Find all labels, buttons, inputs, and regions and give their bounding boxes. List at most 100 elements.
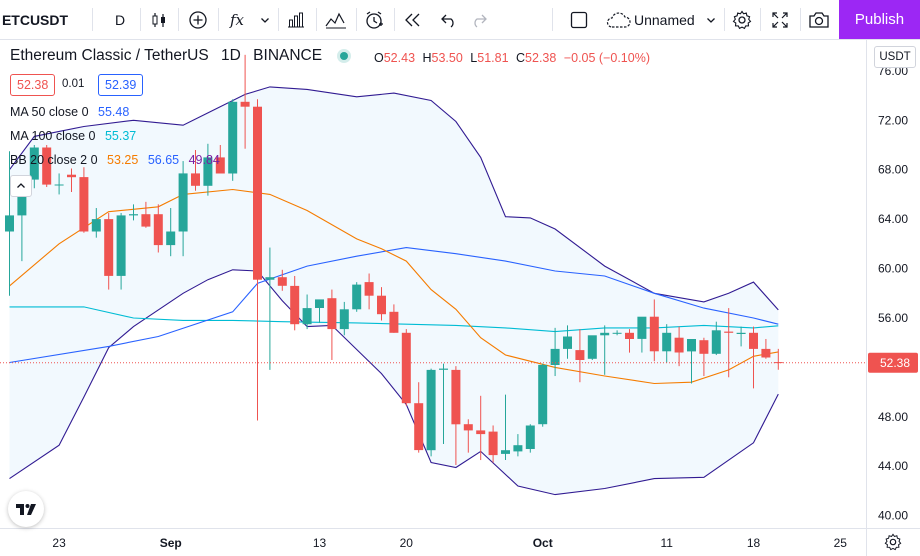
templates-icon[interactable] bbox=[322, 0, 350, 39]
bb-label: BB 20 close 2 0 bbox=[10, 153, 98, 167]
candle-body bbox=[17, 179, 27, 216]
candle-body bbox=[277, 277, 287, 286]
candle-body bbox=[290, 285, 300, 325]
indicators-button[interactable]: fx bbox=[229, 10, 244, 29]
candle bbox=[401, 329, 411, 406]
candle bbox=[116, 212, 126, 290]
candle bbox=[538, 363, 548, 427]
candle-body bbox=[662, 332, 672, 352]
settings-gear-icon[interactable] bbox=[729, 0, 755, 39]
indicators-dropdown-chevron-icon[interactable] bbox=[256, 0, 274, 39]
toolbar-divider bbox=[356, 8, 357, 31]
layout-dropdown-chevron-icon[interactable] bbox=[702, 0, 720, 39]
cloud-save-icon[interactable] bbox=[604, 0, 632, 39]
candle bbox=[501, 394, 510, 461]
chart-pane[interactable] bbox=[0, 40, 866, 528]
time-tick-label: 13 bbox=[313, 536, 327, 550]
candle-body bbox=[91, 219, 101, 232]
candle bbox=[104, 212, 114, 290]
buy-price-button[interactable]: 52.39 bbox=[98, 74, 144, 96]
candle-body bbox=[315, 299, 324, 308]
last-price-tag-label: 52.38 bbox=[880, 356, 910, 370]
axis-settings-gear-icon[interactable] bbox=[866, 528, 920, 556]
candle bbox=[773, 348, 783, 370]
candle bbox=[674, 326, 684, 367]
price-tick-label: 40.00 bbox=[878, 509, 908, 523]
candle bbox=[451, 366, 461, 465]
ma50-legend[interactable]: MA 50 close 0 55.48 bbox=[10, 105, 129, 119]
sell-price-button[interactable]: 52.38 bbox=[10, 74, 56, 96]
candle bbox=[67, 168, 76, 192]
price-chart[interactable]: 40.0044.0048.0052.0056.0060.0064.0068.00… bbox=[0, 40, 920, 556]
candle-body bbox=[414, 403, 424, 451]
currency-label[interactable]: USDT bbox=[874, 46, 916, 68]
chart-type-candles-icon[interactable] bbox=[146, 0, 172, 39]
time-tick-label: 20 bbox=[400, 536, 414, 550]
collapse-legend-chevron-up-icon[interactable] bbox=[10, 175, 32, 197]
price-scale[interactable]: 40.0044.0048.0052.0056.0060.0064.0068.00… bbox=[0, 40, 920, 556]
candle-body bbox=[302, 308, 312, 325]
candle bbox=[575, 329, 585, 383]
candle bbox=[389, 304, 399, 333]
undo-arrow-icon[interactable] bbox=[436, 0, 462, 39]
candle bbox=[191, 149, 200, 191]
alert-clock-icon[interactable] bbox=[361, 0, 387, 39]
candle bbox=[265, 247, 275, 370]
candle-body bbox=[377, 295, 386, 315]
candle bbox=[153, 204, 163, 253]
symbol-search-button[interactable]: ETCUSDT bbox=[1, 11, 69, 28]
price-tick-label: 44.00 bbox=[878, 459, 908, 473]
candle-body bbox=[426, 369, 436, 451]
fullscreen-icon[interactable] bbox=[767, 0, 793, 39]
ma100-label: MA 100 close 0 bbox=[10, 129, 96, 143]
time-tick-label: Oct bbox=[533, 536, 553, 550]
toolbar-divider bbox=[394, 8, 395, 31]
candle-body bbox=[600, 332, 610, 336]
candle-body bbox=[129, 214, 138, 216]
candle-body bbox=[463, 424, 473, 431]
candle bbox=[42, 145, 52, 188]
candle bbox=[327, 289, 337, 360]
time-tick-label: Sep bbox=[160, 536, 182, 550]
candle-body bbox=[253, 106, 262, 280]
candle bbox=[29, 145, 39, 189]
candle-body bbox=[687, 339, 696, 352]
tradingview-logo-icon[interactable] bbox=[8, 491, 44, 527]
symbol-title-legend: Ethereum Classic / TetherUS 1D BINANCE bbox=[10, 47, 349, 65]
candle-body bbox=[563, 336, 572, 349]
open-value: 52.43 bbox=[383, 51, 416, 65]
layout-name-label[interactable]: Unnamed bbox=[634, 11, 695, 28]
bb-legend[interactable]: BB 20 close 2 0 53.25 56.65 49.84 bbox=[10, 153, 220, 167]
candle bbox=[91, 208, 101, 238]
candle-body bbox=[711, 330, 721, 354]
candle-body bbox=[674, 337, 684, 353]
publish-button[interactable]: Publish bbox=[839, 0, 920, 39]
candle bbox=[699, 337, 709, 377]
close-label: C bbox=[516, 51, 526, 65]
compare-add-icon[interactable] bbox=[184, 0, 212, 39]
time-tick-label: 25 bbox=[834, 536, 848, 550]
candle bbox=[352, 282, 362, 312]
last-price-tag bbox=[868, 352, 918, 373]
toolbar-divider bbox=[316, 8, 317, 31]
financials-bar-chart-icon[interactable] bbox=[283, 0, 309, 39]
candle-body bbox=[240, 101, 250, 107]
replay-rewind-icon[interactable] bbox=[400, 0, 426, 39]
candle-body bbox=[54, 184, 64, 186]
change-value: −0.05 (−0.10%) bbox=[563, 51, 650, 65]
candle bbox=[377, 287, 386, 321]
legend-exchange: BINANCE bbox=[253, 47, 323, 64]
candle bbox=[141, 201, 151, 228]
interval-button[interactable]: D bbox=[114, 11, 126, 28]
select-layout-square-icon[interactable] bbox=[566, 0, 592, 39]
candle-body bbox=[575, 350, 585, 360]
candle-body bbox=[364, 282, 374, 296]
bb-lower-line bbox=[9, 269, 779, 496]
snapshot-camera-icon[interactable] bbox=[806, 0, 832, 39]
ma100-legend[interactable]: MA 100 close 0 55.37 bbox=[10, 129, 136, 143]
bb-basis-value: 53.25 bbox=[107, 153, 139, 167]
bollinger-band-fill bbox=[9, 86, 779, 495]
candle-body bbox=[736, 332, 746, 334]
candle bbox=[563, 325, 572, 359]
redo-arrow-icon[interactable] bbox=[466, 0, 492, 39]
